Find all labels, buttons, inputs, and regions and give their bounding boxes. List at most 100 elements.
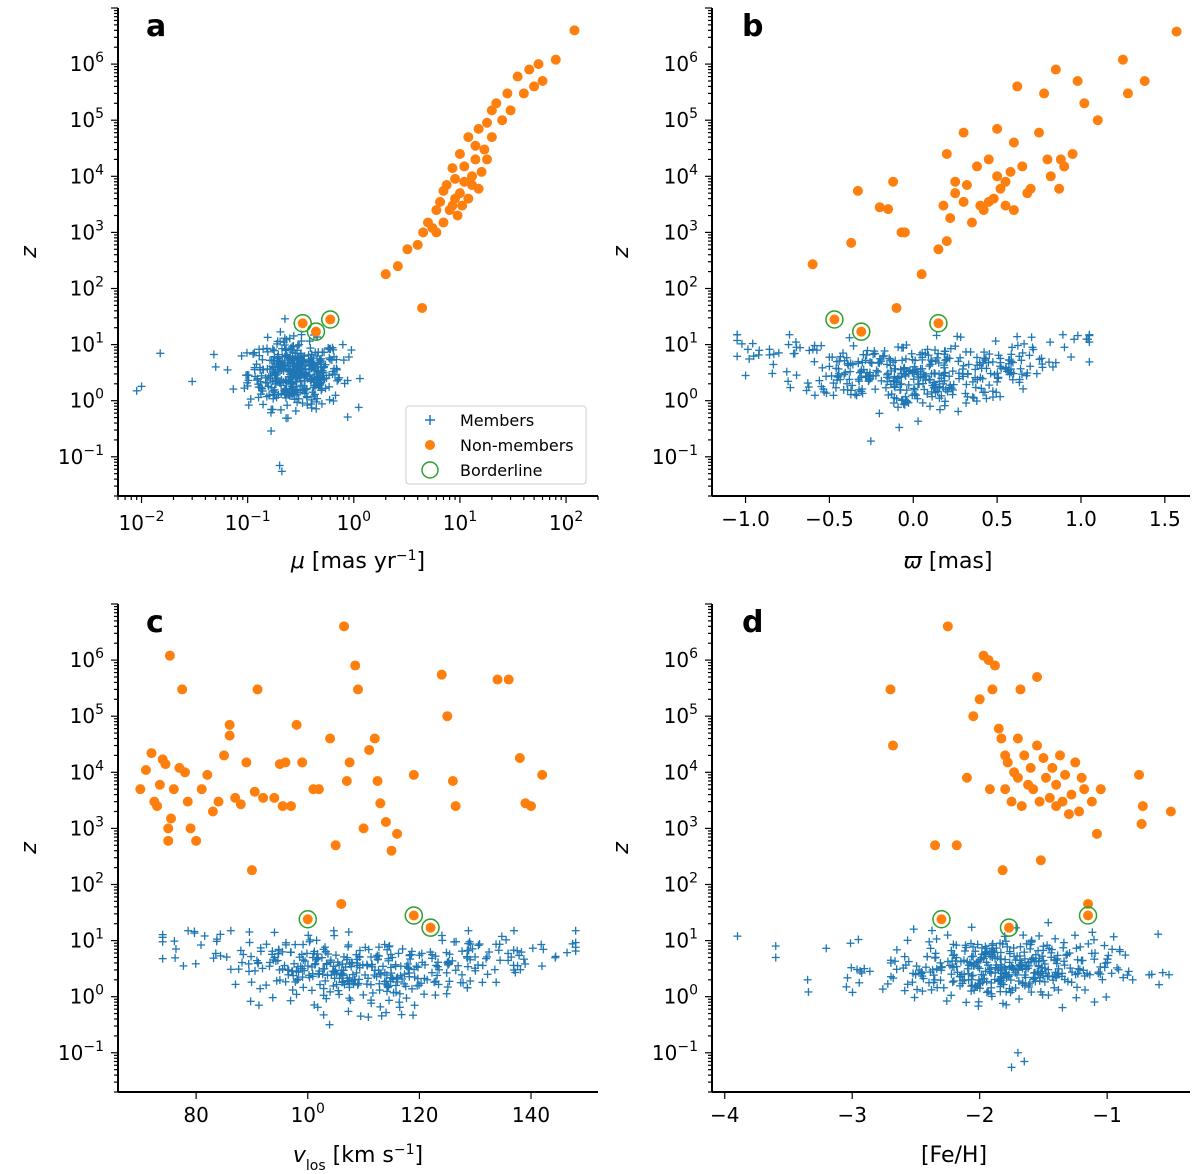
panel-d-member-point xyxy=(909,969,918,978)
panel-d-member-point xyxy=(980,974,989,983)
panel-c-member-point xyxy=(417,949,426,958)
panel-c-member-point xyxy=(244,959,253,968)
panel-d-member-point xyxy=(892,965,901,974)
panel-b-member-point xyxy=(961,347,970,356)
panel-b-member-point xyxy=(962,399,971,408)
panel-d-member-point xyxy=(967,982,976,991)
panel-b-member-point xyxy=(902,386,911,395)
panel-b-member-point xyxy=(895,423,904,432)
panel-c-member-point xyxy=(509,946,518,955)
panel-b-member-point xyxy=(954,407,963,416)
panel-d-member-point xyxy=(1103,955,1112,964)
panel-b-member-point xyxy=(733,330,742,339)
panel-d-y-tick-label: 106 xyxy=(664,646,698,672)
panel-d-y-tick-label: 105 xyxy=(664,702,698,728)
panel-a-member-point xyxy=(268,345,277,354)
panel-d-y-tick-label: 10−1 xyxy=(652,1039,698,1065)
panel-a-member-point xyxy=(156,349,165,358)
panel-b-nonmember-point xyxy=(992,171,1003,182)
panel-a-nonmember-point xyxy=(476,166,487,177)
panel-d-nonmembers-layer xyxy=(885,621,1176,909)
panel-d-member-point xyxy=(1108,945,1117,954)
panel-c-member-point xyxy=(431,952,440,961)
panel-c-member-point xyxy=(496,956,505,965)
panel-c-member-point xyxy=(292,976,301,985)
panel-d-member-point xyxy=(1067,978,1076,987)
panel-d-x-tick-label: −4 xyxy=(710,1103,739,1127)
panel-a-nonmember-point xyxy=(441,179,452,190)
panel-c-member-point xyxy=(170,937,179,946)
panel-b-member-point xyxy=(825,353,834,362)
panel-b-member-point xyxy=(1004,359,1013,368)
panel-d-member-point xyxy=(926,944,935,953)
panel-b-member-point xyxy=(956,353,965,362)
panel-c-member-point xyxy=(348,970,357,979)
panel-c-member-point xyxy=(402,994,411,1003)
panel-b-borderline-dot xyxy=(856,326,867,337)
panel-c-member-point xyxy=(409,1011,418,1020)
panel-a-nonmember-point xyxy=(417,302,428,313)
panel-c-member-point xyxy=(364,1013,373,1022)
panel-d-member-point xyxy=(997,955,1006,964)
panel-a-member-point xyxy=(223,365,232,374)
panel-b-nonmember-point xyxy=(1034,127,1045,138)
panel-b-nonmember-point xyxy=(945,213,956,224)
panel-c-member-point xyxy=(274,945,283,954)
panel-d-member-point xyxy=(967,971,976,980)
panel-d-nonmember-point xyxy=(1015,684,1026,695)
panel-b-member-point xyxy=(840,356,849,365)
panel-b-member-point xyxy=(935,405,944,414)
panel-b-member-point xyxy=(951,342,960,351)
panel-c-member-point xyxy=(465,937,474,946)
panel-c-member-point xyxy=(179,961,188,970)
panel-b-member-point xyxy=(914,417,923,426)
panel-c-member-point xyxy=(281,977,290,986)
panel-b-nonmember-point xyxy=(950,188,961,199)
panel-a-member-point xyxy=(279,338,288,347)
panel-c-member-point xyxy=(288,986,297,995)
panel-b-member-point xyxy=(923,345,932,354)
panel-b-y-tick-label: 100 xyxy=(664,387,698,413)
panel-d-member-point xyxy=(968,971,977,980)
panel-c-nonmember-point xyxy=(164,650,175,661)
panel-d-member-point xyxy=(916,969,925,978)
panel-c-member-point xyxy=(191,959,200,968)
panel-c-member-point xyxy=(420,990,429,999)
panel-d-member-point xyxy=(1015,995,1024,1004)
panel-d-member-point xyxy=(1007,1063,1016,1072)
panel-a-nonmember-point xyxy=(518,88,529,99)
panel-c-member-point xyxy=(209,954,218,963)
panel-b-member-point xyxy=(845,333,854,342)
panel-c-nonmember-point xyxy=(166,813,177,824)
panel-b-member-point xyxy=(982,394,991,403)
panel-a-nonmember-point xyxy=(463,132,474,143)
panel-c-nonmember-point xyxy=(152,801,163,812)
panel-b-member-point xyxy=(874,358,883,367)
panel-b-member-point xyxy=(1015,375,1024,384)
panel-c-member-point xyxy=(268,950,277,959)
panel-b-member-point xyxy=(981,354,990,363)
panel-a-member-point xyxy=(287,389,296,398)
panel-d-member-point xyxy=(1088,928,1097,937)
panel-b-member-point xyxy=(894,403,903,412)
legend: Members Non-members Borderline xyxy=(405,405,587,485)
panel-d-nonmember-point xyxy=(996,733,1007,744)
panel-b-member-point xyxy=(997,364,1006,373)
panel-a-ylabel: z xyxy=(17,246,42,259)
panel-c-member-point xyxy=(345,973,354,982)
panel-b-member-point xyxy=(892,394,901,403)
panel-c-member-point xyxy=(432,961,441,970)
panel-d-member-point xyxy=(962,998,971,1007)
panel-d-members-layer xyxy=(733,918,1174,1072)
panel-c-member-point xyxy=(464,939,473,948)
panel-d-member-point xyxy=(1154,930,1163,939)
panel-d-member-point xyxy=(986,952,995,961)
panel-d-member-point xyxy=(1080,971,1089,980)
panel-b-member-point xyxy=(891,356,900,365)
panel-b-nonmember-point xyxy=(1008,205,1019,216)
panel-c-member-point xyxy=(397,1010,406,1019)
panel-a-member-point xyxy=(305,357,314,366)
panel-c-member-point xyxy=(404,963,413,972)
panel-c-nonmember-point xyxy=(447,775,458,786)
